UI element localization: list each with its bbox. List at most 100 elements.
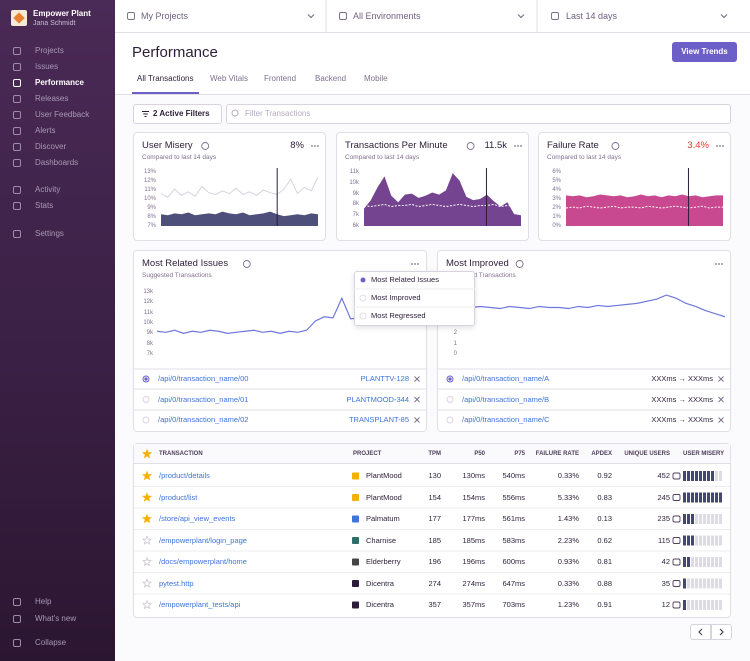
cell: 703ms — [502, 600, 525, 609]
nav-item[interactable]: Performance — [35, 78, 84, 87]
icon — [13, 63, 21, 71]
column-header: UNIQUE USERS — [624, 451, 670, 457]
misery-segment — [703, 535, 706, 546]
column-header: PROJECT — [353, 451, 382, 457]
nav-item[interactable]: User Feedback — [35, 110, 90, 119]
nav-item[interactable]: Activity — [35, 185, 61, 194]
row-detail[interactable]: XXXms → XXXms — [651, 394, 713, 404]
user-icon — [672, 515, 681, 523]
star — [141, 470, 153, 481]
nav-item[interactable]: Projects — [35, 46, 64, 55]
tab[interactable]: All Transactions — [137, 74, 194, 83]
y-tick-label: 11k — [349, 169, 359, 175]
dropdown-option[interactable]: Most Improved — [371, 293, 421, 302]
selector-label[interactable]: Last 14 days — [566, 11, 618, 21]
prev-page[interactable] — [690, 624, 711, 640]
info-icon — [611, 142, 620, 150]
transaction-link[interactable]: pytest.http — [159, 578, 194, 588]
y-tick-label: 1% — [552, 214, 561, 220]
y-tick-label: 7k — [352, 212, 359, 219]
nav-item[interactable]: Help — [35, 597, 52, 606]
cell: 452 — [657, 471, 670, 480]
search-box[interactable] — [226, 104, 731, 124]
misery-segment — [703, 514, 706, 524]
misery-segment — [695, 471, 698, 481]
next-page[interactable] — [711, 624, 732, 640]
selector-label[interactable]: All Environments — [353, 11, 421, 21]
tab[interactable]: Web Vitals — [210, 74, 248, 83]
dropdown-option[interactable]: Most Related Issues — [371, 275, 439, 284]
misery-segment — [715, 492, 718, 503]
transaction-link[interactable]: /empowerplant/login_page — [159, 535, 247, 545]
misery-segment — [719, 600, 722, 610]
star — [141, 535, 153, 545]
radio — [446, 416, 454, 424]
transaction-link[interactable]: /store/api_view_events — [159, 514, 236, 523]
row-detail[interactable]: TRANSPLANT-85 — [348, 415, 409, 424]
row-detail[interactable]: PLANTTV-128 — [360, 374, 409, 383]
misery-segment — [715, 557, 718, 567]
tab[interactable]: Mobile — [364, 74, 388, 83]
button-label[interactable]: View Trends — [681, 47, 728, 56]
cell: 556ms — [502, 492, 525, 502]
dropdown-option[interactable]: Most Regressed — [371, 311, 426, 320]
cell: 177ms — [462, 514, 485, 523]
icon — [13, 95, 21, 103]
y-tick-label: 0% — [552, 223, 561, 229]
transaction-link[interactable]: /product/details — [159, 471, 210, 480]
selector-label[interactable]: My Projects — [141, 11, 189, 21]
nav-item[interactable]: What's new — [35, 614, 77, 623]
nav-item[interactable]: Dashboards — [35, 158, 79, 167]
tab[interactable]: Backend — [315, 74, 347, 83]
nav-item[interactable]: Alerts — [35, 126, 56, 135]
transaction-link[interactable]: /docs/empowerplant/home — [159, 557, 247, 566]
filter-button[interactable] — [133, 104, 222, 124]
line — [460, 294, 726, 318]
search-placeholder[interactable]: Filter Transactions — [245, 109, 311, 118]
misery-segment — [719, 492, 722, 503]
topbar — [115, 0, 750, 33]
y-tick-label: 4% — [552, 187, 561, 193]
radio-dot — [144, 377, 148, 381]
nav-item[interactable]: Releases — [35, 94, 69, 103]
user-icon — [672, 580, 681, 587]
misery-segment — [695, 600, 698, 610]
view-trends-button[interactable] — [672, 42, 737, 62]
transaction-link[interactable]: /api/0/transaction_name/B — [462, 394, 550, 404]
card-subtitle: Compared to last 14 days — [345, 154, 420, 161]
transaction-link[interactable]: /api/0/transaction_name/01 — [158, 394, 249, 404]
misery-segment — [707, 514, 710, 524]
row-detail[interactable]: PLANTMOOD-344 — [346, 394, 409, 404]
row-detail[interactable]: XXXms → XXXms — [651, 374, 713, 383]
table-header — [134, 444, 730, 464]
tab[interactable]: Frontend — [264, 74, 297, 83]
cell: 115 — [658, 535, 670, 545]
transaction-link[interactable]: /api/0/transaction_name/A — [462, 374, 550, 383]
nav-item[interactable]: Stats — [35, 201, 54, 210]
transaction-link[interactable]: /api/0/transaction_name/C — [462, 415, 550, 424]
nav-item[interactable]: Discover — [35, 142, 67, 151]
row-detail[interactable]: XXXms → XXXms — [651, 415, 713, 424]
nav-item[interactable]: Settings — [35, 229, 64, 238]
transaction-link[interactable]: /product/list — [159, 492, 198, 502]
menu-dot — [517, 145, 519, 147]
misery-segment — [703, 492, 706, 503]
icon — [13, 230, 21, 238]
cell: 130ms — [462, 471, 485, 480]
filter-label[interactable]: 2 Active Filters — [153, 109, 210, 118]
misery-segment — [699, 557, 702, 567]
y-tick-label: 2% — [552, 205, 561, 211]
nav-item[interactable]: Collapse — [35, 638, 67, 647]
misery-segment — [683, 471, 686, 481]
nav-item[interactable]: Issues — [35, 62, 59, 71]
misery-segment — [703, 600, 706, 610]
misery-segment — [719, 514, 722, 524]
misery-segment — [703, 557, 706, 567]
menu-dot — [414, 263, 416, 265]
transaction-link[interactable]: /api/0/transaction_name/02 — [158, 415, 249, 424]
transaction-link[interactable]: /empowerplant_tests/api — [159, 600, 241, 609]
column-header: FAILURE RATE — [535, 451, 579, 457]
transaction-link[interactable]: /api/0/transaction_name/00 — [158, 374, 249, 383]
prev-arrow — [698, 628, 703, 636]
